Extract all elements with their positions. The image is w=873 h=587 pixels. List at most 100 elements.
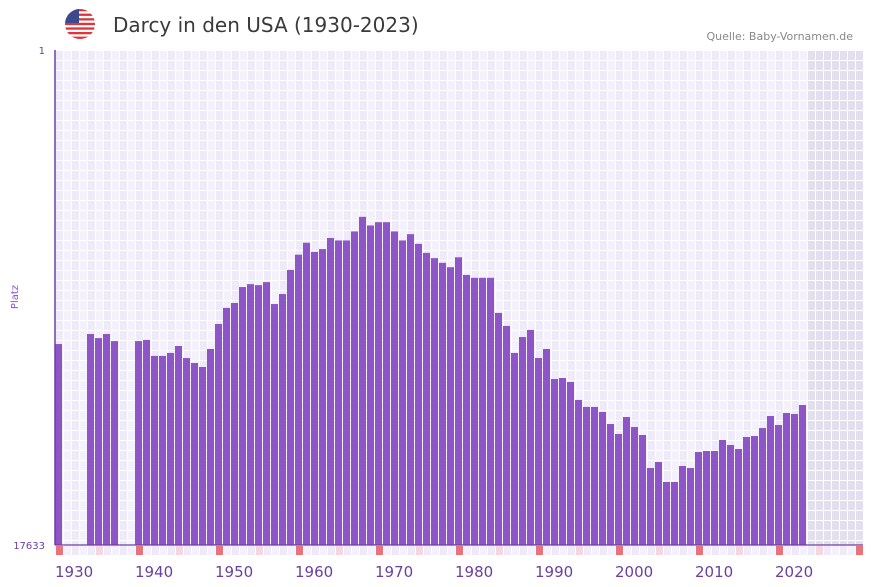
grid-cell [528,211,535,220]
grid-cell [272,71,279,80]
grid-cell [800,301,807,310]
grid-cell [832,541,839,545]
grid-cell [96,241,103,250]
grid-cell [176,331,183,340]
grid-cell [128,291,135,300]
grid-cell [576,331,583,340]
grid-cell [544,241,551,250]
grid-cell [240,131,247,140]
grid-cell [680,291,687,300]
grid-cell [776,381,783,390]
grid-cell [656,321,663,330]
grid-cell [520,71,527,80]
grid-cell [128,251,135,260]
grid-cell [80,91,87,100]
grid-cell [144,231,151,240]
grid-cell [368,111,375,120]
grid-cell [208,341,215,350]
grid-cell [104,181,111,190]
grid-cell [96,331,103,340]
grid-cell [128,501,135,510]
grid-cell [680,231,687,240]
grid-cell [200,231,207,240]
grid-cell [680,101,687,110]
grid-cell [152,291,159,300]
grid-cell [88,281,95,290]
grid-cell [168,101,175,110]
grid-cell [480,241,487,250]
grid-cell [600,101,607,110]
grid-cell [616,341,623,350]
grid-cell [768,271,775,280]
grid-cell [616,61,623,70]
grid-cell [832,321,839,330]
grid-cell [848,171,855,180]
grid-cell [224,211,231,220]
grid-cell [552,151,559,160]
grid-cell [376,81,383,90]
grid-cell [96,111,103,120]
grid-cell [544,311,551,320]
grid-cell [648,71,655,80]
grid-cell [344,151,351,160]
grid-cell [328,161,335,170]
grid-cell [728,111,735,120]
grid-cell [784,261,791,270]
grid-cell [736,351,743,360]
grid-cell [840,131,847,140]
grid-cell [80,231,87,240]
grid-cell [592,291,599,300]
grid-cell [144,271,151,280]
grid-cell [720,301,727,310]
grid-cell [560,361,567,370]
grid-cell [128,181,135,190]
grid-cell [704,141,711,150]
grid-cell [648,341,655,350]
grid-cell [64,121,71,130]
grid-cell [232,131,239,140]
grid-cell [712,431,719,440]
grid-cell [64,541,71,545]
grid-cell [672,371,679,380]
grid-cell [704,201,711,210]
grid-cell [88,51,95,60]
grid-cell [704,161,711,170]
grid-cell [512,61,519,70]
grid-cell [112,111,119,120]
grid-cell [512,311,519,320]
grid-cell [688,111,695,120]
grid-cell [112,281,119,290]
grid-cell [520,261,527,270]
grid-cell [104,221,111,230]
grid-cell [320,101,327,110]
grid-cell [160,111,167,120]
grid-cell [544,321,551,330]
grid-cell [768,181,775,190]
grid-cell [816,61,823,70]
grid-cell [752,271,759,280]
grid-cell [144,181,151,190]
grid-cell [256,191,263,200]
grid-cell [720,401,727,410]
grid-cell [624,361,631,370]
grid-cell [536,161,543,170]
grid-cell [640,421,647,430]
grid-cell [56,111,63,120]
grid-cell [616,211,623,220]
grid-cell [488,141,495,150]
grid-cell [688,131,695,140]
grid-cell [160,201,167,210]
grid-cell [432,161,439,170]
grid-cell [200,191,207,200]
grid-cell [408,71,415,80]
grid-cell [776,151,783,160]
grid-cell [416,51,423,60]
grid-cell [288,181,295,190]
grid-cell [776,341,783,350]
grid-cell [568,81,575,90]
grid-cell [552,171,559,180]
grid-cell [128,231,135,240]
grid-cell [304,191,311,200]
grid-cell [784,391,791,400]
grid-cell [384,121,391,130]
